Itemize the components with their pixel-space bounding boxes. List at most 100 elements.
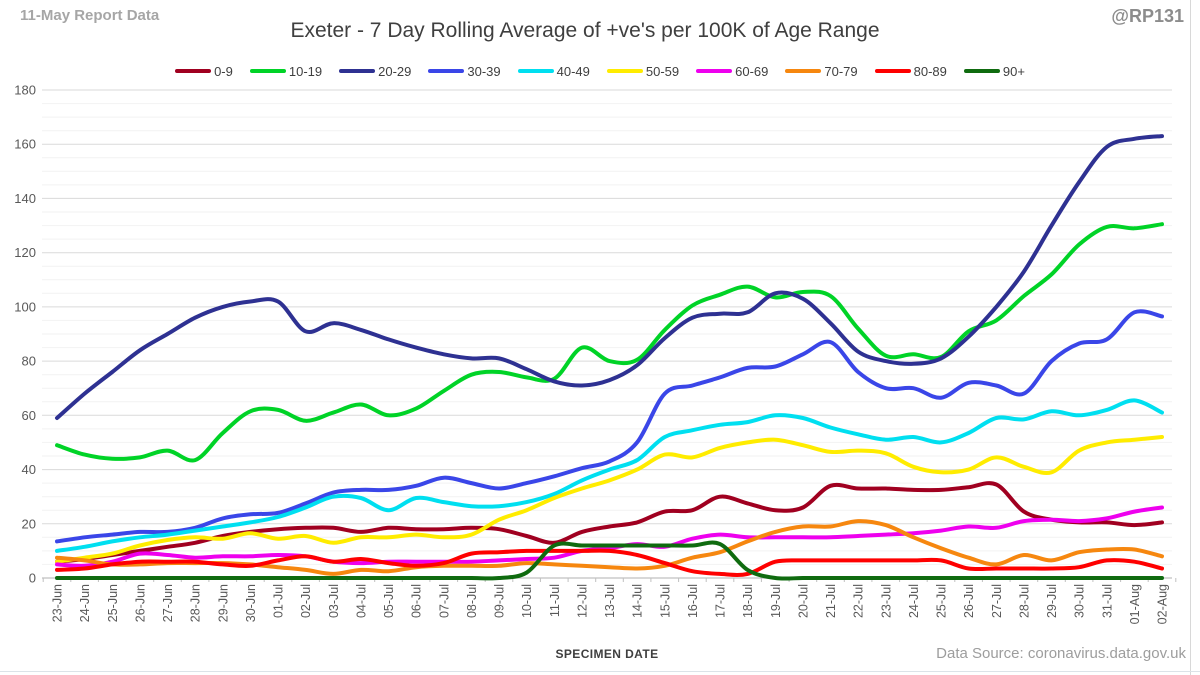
svg-text:14-Jul: 14-Jul [631, 584, 645, 618]
svg-text:30-Jun: 30-Jun [244, 584, 258, 622]
legend-item-70-79: 70-79 [785, 63, 858, 79]
legend-item-40-49: 40-49 [517, 63, 590, 79]
svg-text:11-Jul: 11-Jul [548, 584, 562, 617]
svg-text:06-Jul: 06-Jul [410, 584, 424, 618]
svg-text:23-Jun: 23-Jun [51, 584, 65, 622]
report-note: 11-May Report Data [20, 7, 160, 24]
svg-text:26-Jul: 26-Jul [962, 584, 976, 618]
series-line-30-39 [55, 309, 1164, 544]
legend-label: 30-39 [467, 63, 501, 79]
svg-text:140: 140 [14, 191, 36, 206]
legend-swatch-0-9 [175, 69, 212, 73]
legend-label: 60-69 [735, 63, 769, 79]
svg-text:27-Jul: 27-Jul [990, 584, 1004, 618]
svg-text:10-Jul: 10-Jul [520, 584, 534, 618]
legend: 0-9 10-19 20-29 30-39 40-49 50-59 60-69 70-79 80… [0, 62, 1200, 80]
legend-swatch-80-89 [874, 69, 911, 73]
x-axis-title: SPECIMEN DATE [555, 647, 659, 661]
svg-text:02-Jul: 02-Jul [299, 584, 313, 618]
svg-text:04-Jul: 04-Jul [354, 584, 368, 618]
svg-text:07-Jul: 07-Jul [437, 584, 451, 618]
series-line-10-19 [55, 222, 1164, 463]
legend-swatch-90+ [963, 69, 1000, 73]
legend-label: 0-9 [214, 63, 233, 79]
legend-item-20-29: 20-29 [339, 64, 411, 79]
svg-text:25-Jul: 25-Jul [935, 584, 949, 618]
window-bottom-edge [0, 671, 1200, 672]
x-axis-labels: 23-Jun 24-Jun 25-Jun 26-Jun 27-Jun 28-Jun 29-J… [51, 584, 1170, 624]
legend-label: 80-89 [913, 63, 947, 79]
legend-item-0-9: 0-9 [175, 64, 233, 79]
svg-text:26-Jun: 26-Jun [133, 584, 147, 622]
svg-text:80: 80 [22, 354, 36, 369]
legend-swatch-70-79 [785, 69, 822, 73]
series-line-20-29 [55, 134, 1164, 420]
svg-text:120: 120 [14, 245, 36, 260]
legend-label: 20-29 [378, 63, 412, 79]
legend-swatch-60-69 [696, 69, 733, 73]
legend-item-30-39: 30-39 [428, 63, 501, 79]
svg-text:01-Aug: 01-Aug [1128, 584, 1142, 624]
legend-swatch-20-29 [339, 69, 376, 73]
svg-text:30-Jul: 30-Jul [1073, 584, 1087, 618]
svg-text:100: 100 [14, 299, 36, 314]
svg-text:03-Jul: 03-Jul [327, 584, 341, 618]
svg-text:09-Jul: 09-Jul [493, 584, 507, 618]
svg-text:23-Jul: 23-Jul [879, 584, 893, 618]
legend-swatch-10-19 [249, 69, 286, 73]
series-line-50-59 [55, 435, 1164, 564]
svg-text:60: 60 [22, 408, 36, 423]
svg-text:160: 160 [14, 137, 36, 152]
legend-item-60-69: 60-69 [696, 64, 768, 79]
chart-title: Exeter - 7 Day Rolling Average of +ve's … [290, 19, 880, 42]
legend-label: 90+ [1002, 63, 1025, 79]
svg-text:180: 180 [14, 83, 36, 98]
svg-text:20: 20 [22, 516, 36, 531]
svg-text:13-Jul: 13-Jul [603, 584, 617, 618]
legend-item-80-89: 80-89 [874, 63, 947, 79]
legend-swatch-40-49 [517, 69, 554, 73]
svg-text:27-Jun: 27-Jun [161, 584, 175, 622]
series-line-90+ [55, 540, 1164, 581]
svg-text:22-Jul: 22-Jul [852, 584, 866, 618]
svg-text:19-Jul: 19-Jul [769, 584, 783, 618]
svg-text:29-Jun: 29-Jun [216, 584, 230, 622]
svg-text:01-Jul: 01-Jul [272, 584, 286, 618]
legend-swatch-30-39 [428, 69, 465, 73]
svg-text:0: 0 [29, 571, 36, 586]
svg-text:18-Jul: 18-Jul [741, 584, 755, 618]
series-line-60-69 [55, 505, 1164, 568]
data-source-note: Data Source: coronavirus.data.gov.uk [936, 645, 1186, 662]
legend-label: 10-19 [288, 63, 323, 79]
svg-text:24-Jul: 24-Jul [907, 584, 921, 618]
legend-label: 70-79 [824, 63, 858, 79]
svg-text:29-Jul: 29-Jul [1045, 584, 1059, 618]
legend-item-90+: 90+ [963, 63, 1025, 79]
gridlines [42, 89, 1172, 565]
window-right-edge [1190, 0, 1191, 675]
svg-text:24-Jun: 24-Jun [78, 584, 92, 622]
svg-text:28-Jun: 28-Jun [189, 584, 203, 622]
svg-text:20-Jul: 20-Jul [796, 584, 810, 618]
svg-text:08-Jul: 08-Jul [465, 584, 479, 618]
svg-text:12-Jul: 12-Jul [575, 584, 589, 618]
svg-text:17-Jul: 17-Jul [714, 584, 728, 618]
svg-text:21-Jul: 21-Jul [824, 584, 838, 618]
svg-text:16-Jul: 16-Jul [686, 584, 700, 618]
svg-text:31-Jul: 31-Jul [1100, 584, 1114, 618]
svg-text:02-Aug: 02-Aug [1156, 584, 1170, 624]
svg-text:40: 40 [22, 462, 36, 477]
svg-text:15-Jul: 15-Jul [658, 584, 672, 618]
watermark: @RP131 [1111, 6, 1184, 26]
y-axis-labels: 0 20 40 60 80 100 120 140 160 180 [14, 83, 36, 586]
svg-text:05-Jul: 05-Jul [382, 584, 396, 618]
series-line-40-49 [55, 398, 1164, 553]
legend-label: 50-59 [645, 63, 680, 79]
legend-item-50-59: 50-59 [606, 63, 680, 79]
legend-label: 40-49 [556, 63, 590, 79]
svg-text:25-Jun: 25-Jun [106, 584, 120, 622]
series-line-80-89 [55, 548, 1164, 577]
legend-swatch-50-59 [606, 69, 643, 73]
